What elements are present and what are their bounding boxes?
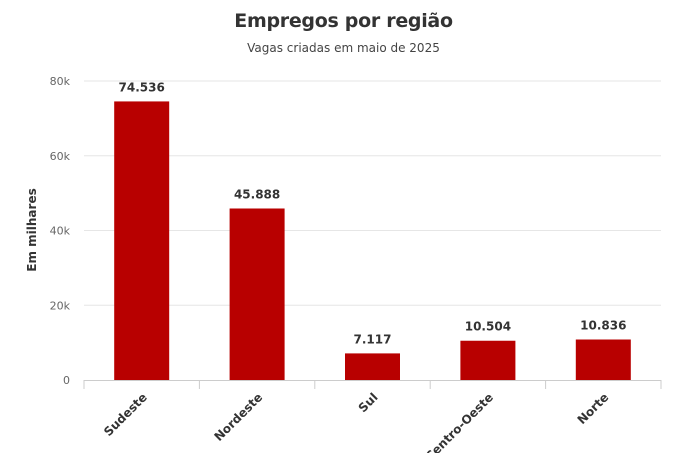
- data-label: 10.836: [580, 319, 626, 333]
- data-label: 74.536: [119, 80, 165, 94]
- bar-sudeste[interactable]: [114, 101, 170, 381]
- chart-title: Empregos por região: [234, 10, 453, 32]
- x-tick-label: Nordeste: [212, 390, 266, 444]
- y-tick-label: 0: [63, 374, 70, 387]
- chart-subtitle: Vagas criadas em maio de 2025: [247, 41, 440, 55]
- bar-sul[interactable]: [345, 353, 400, 380]
- data-label: 10.504: [465, 320, 511, 334]
- y-axis-label: Em milhares: [25, 188, 39, 271]
- data-label: 7.117: [354, 332, 392, 346]
- grid-layer: [83, 80, 662, 389]
- y-tick-label: 60k: [50, 150, 71, 163]
- x-tick-label: Sul: [356, 390, 381, 415]
- x-tick-label: Norte: [575, 390, 612, 427]
- data-label: 45.888: [234, 187, 280, 201]
- x-tick-label: Centro-Oeste: [423, 390, 496, 453]
- y-tick-label: 40k: [50, 225, 71, 238]
- y-tick-label: 20k: [50, 299, 71, 312]
- bar-layer: [114, 101, 631, 381]
- bar-centro-oeste[interactable]: [460, 340, 516, 380]
- y-tick-label: 80k: [50, 75, 71, 88]
- bar-norte[interactable]: [575, 339, 631, 380]
- x-tick-label: Sudeste: [101, 390, 150, 439]
- bar-nordeste[interactable]: [229, 208, 285, 380]
